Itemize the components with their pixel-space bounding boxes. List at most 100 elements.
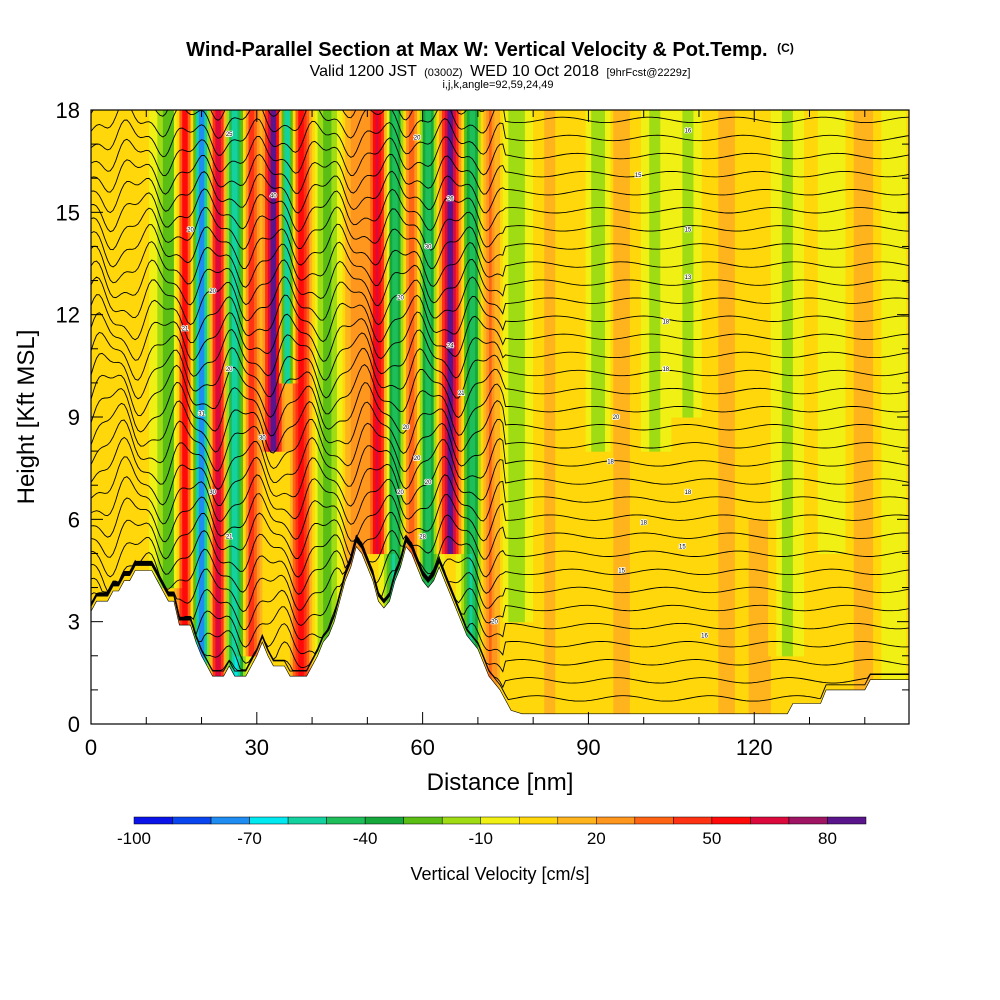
velocity-cell <box>292 391 297 401</box>
velocity-cell <box>209 434 214 444</box>
velocity-cell <box>417 536 421 546</box>
velocity-cell <box>248 638 255 648</box>
velocity-cell <box>215 442 222 452</box>
velocity-cell <box>226 459 230 469</box>
velocity-cell <box>350 365 371 375</box>
velocity-cell <box>464 596 468 606</box>
velocity-cell <box>212 476 216 486</box>
velocity-cell <box>179 493 183 503</box>
velocity-cell <box>533 596 545 606</box>
velocity-cell <box>309 459 313 469</box>
velocity-cell <box>613 425 631 435</box>
velocity-cell <box>469 399 476 410</box>
velocity-cell <box>491 417 496 427</box>
velocity-cell <box>906 374 909 384</box>
velocity-cell <box>408 357 415 367</box>
velocity-cell <box>544 408 556 418</box>
velocity-cell <box>256 382 261 393</box>
velocity-cell <box>350 425 371 435</box>
velocity-cell <box>289 655 294 665</box>
velocity-cell <box>629 357 642 367</box>
velocity-cell <box>179 596 183 606</box>
velocity-cell <box>701 408 719 418</box>
velocity-cell <box>317 596 324 606</box>
velocity-cell <box>781 459 794 469</box>
velocity-cell <box>231 374 239 384</box>
velocity-cell <box>295 399 299 410</box>
velocity-cell <box>483 331 487 341</box>
velocity-cell <box>292 544 297 555</box>
velocity-cell <box>345 544 352 555</box>
velocity-cell <box>403 519 407 529</box>
velocity-cell <box>256 417 261 427</box>
velocity-cell <box>331 596 338 606</box>
velocity-cell <box>209 476 214 486</box>
velocity-cell <box>212 621 216 631</box>
velocity-cell <box>718 604 736 614</box>
velocity-cell <box>212 570 216 580</box>
velocity-cell <box>453 374 457 384</box>
velocity-cell <box>215 664 222 674</box>
velocity-cell <box>480 596 485 606</box>
velocity-cell <box>660 357 683 367</box>
velocity-cell <box>425 493 432 503</box>
velocity-cell <box>242 587 247 597</box>
velocity-cell <box>748 519 769 529</box>
velocity-cell <box>317 536 324 546</box>
velocity-cell <box>317 502 324 512</box>
velocity-cell <box>817 485 847 495</box>
velocity-cell <box>792 510 805 520</box>
velocity-cell <box>494 587 501 597</box>
velocity-cell <box>281 399 286 410</box>
velocity-cell <box>204 442 208 452</box>
velocity-cell <box>455 459 460 469</box>
velocity-cell <box>524 357 534 367</box>
velocity-cell <box>242 382 247 393</box>
velocity-cell <box>483 596 487 606</box>
velocity-cell <box>477 468 482 478</box>
velocity-cell <box>403 408 407 418</box>
velocity-cell <box>386 493 391 503</box>
velocity-cell <box>309 587 313 597</box>
velocity-cell <box>209 647 214 657</box>
velocity-cell <box>425 331 432 341</box>
velocity-cell <box>803 553 855 563</box>
velocity-cell <box>629 485 719 495</box>
velocity-cell <box>466 613 471 623</box>
velocity-cell <box>242 485 247 495</box>
velocity-cell <box>242 399 247 410</box>
velocity-cell <box>312 604 316 614</box>
velocity-cell <box>781 425 794 435</box>
velocity-cell <box>524 519 534 529</box>
velocity-cell <box>436 510 440 520</box>
velocity-cell <box>157 348 164 358</box>
velocity-cell <box>500 561 504 572</box>
velocity-cell <box>701 374 719 384</box>
velocity-cell <box>336 348 344 358</box>
velocity-cell <box>508 434 526 444</box>
velocity-cell <box>157 408 164 418</box>
velocity-cell <box>613 621 631 631</box>
velocity-cell <box>207 613 211 623</box>
velocity-cell <box>397 357 402 367</box>
velocity-cell <box>881 357 907 367</box>
velocity-cell <box>881 434 907 444</box>
velocity-cell <box>425 468 432 478</box>
velocity-cell <box>162 527 175 537</box>
velocity-cell <box>342 468 346 478</box>
velocity-cell <box>187 476 192 486</box>
velocity-cell <box>331 604 338 614</box>
velocity-cell <box>306 630 310 640</box>
velocity-cell <box>469 331 476 341</box>
velocity-cell <box>381 425 385 435</box>
velocity-cell <box>803 340 819 350</box>
velocity-cell <box>331 382 338 393</box>
velocity-cell <box>309 493 313 503</box>
velocity-cell <box>453 382 457 393</box>
velocity-cell <box>486 630 490 640</box>
velocity-cell <box>187 493 192 503</box>
velocity-cell <box>441 408 446 418</box>
velocity-cell <box>237 561 241 572</box>
velocity-cell <box>817 451 847 461</box>
velocity-cell <box>298 561 305 572</box>
